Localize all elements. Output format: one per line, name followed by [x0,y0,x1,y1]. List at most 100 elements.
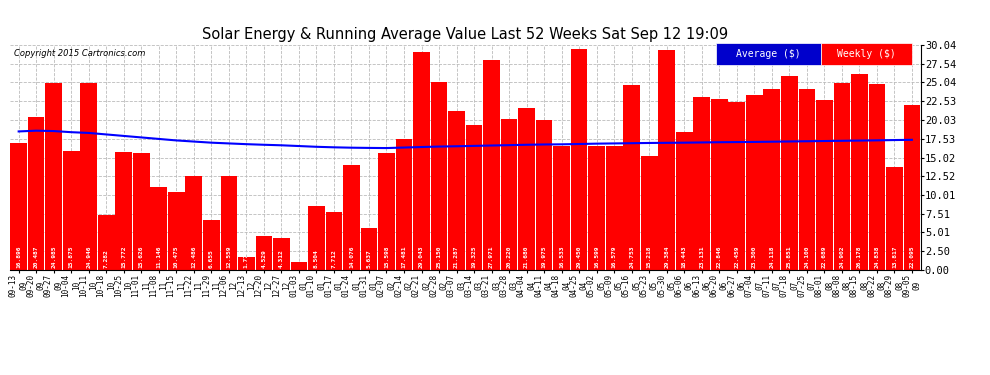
Bar [63,151,79,270]
Bar [536,120,552,270]
Bar [203,220,220,270]
Text: 24.753: 24.753 [630,245,635,268]
Title: Solar Energy & Running Average Value Last 52 Weeks Sat Sep 12 19:09: Solar Energy & Running Average Value Las… [202,27,729,42]
Text: 15.875: 15.875 [68,245,73,268]
Text: 11.146: 11.146 [156,245,161,268]
Bar [641,156,657,270]
Text: 10.475: 10.475 [174,245,179,268]
Text: 15.218: 15.218 [646,245,651,268]
Bar [98,216,115,270]
Bar [483,60,500,270]
Text: 29.450: 29.450 [576,245,582,268]
Bar [133,153,149,270]
Text: Average ($): Average ($) [736,49,801,59]
Text: 16.599: 16.599 [594,245,599,268]
Bar [658,50,675,270]
Text: 8.504: 8.504 [314,249,319,268]
Bar [781,76,798,270]
Bar [904,105,921,270]
Text: 22.689: 22.689 [822,245,827,268]
Bar [273,238,290,270]
Text: 23.300: 23.300 [751,245,756,268]
Text: 5.637: 5.637 [366,249,371,268]
Text: 17.481: 17.481 [402,245,407,268]
Bar [80,83,97,270]
Text: Copyright 2015 Cartronics.com: Copyright 2015 Cartronics.com [15,50,146,58]
Bar [763,89,780,270]
Text: 22.846: 22.846 [717,245,722,268]
Text: 25.851: 25.851 [787,245,792,268]
Text: 29.384: 29.384 [664,245,669,268]
Text: 13.817: 13.817 [892,245,897,268]
Text: 21.287: 21.287 [454,245,459,268]
Text: 21.680: 21.680 [524,245,529,268]
Bar [868,84,885,270]
Bar [413,53,430,270]
Text: 12.486: 12.486 [191,245,196,268]
Bar [378,153,395,270]
Bar [308,206,325,270]
Bar [816,100,833,270]
Text: 20.487: 20.487 [34,245,39,268]
Bar [729,102,745,270]
Text: 7.712: 7.712 [332,249,337,268]
Bar [344,165,359,270]
Bar [431,82,447,270]
Bar [291,262,307,270]
Bar [851,74,867,270]
Bar [501,118,518,270]
Text: 19.975: 19.975 [542,245,546,268]
Text: 14.076: 14.076 [348,245,354,268]
Bar [676,132,693,270]
Bar [360,228,377,270]
Bar [693,97,710,270]
Text: 24.118: 24.118 [769,245,774,268]
Bar [553,146,570,270]
Bar [588,146,605,270]
Bar [799,90,815,270]
Text: 6.655: 6.655 [209,249,214,268]
Bar [116,152,132,270]
Text: 4.529: 4.529 [261,249,266,268]
Text: 20.220: 20.220 [507,245,512,268]
Bar [396,139,412,270]
Text: 16.533: 16.533 [559,245,564,268]
Text: 16.579: 16.579 [612,245,617,268]
Text: 15.598: 15.598 [384,245,389,268]
Text: 15.626: 15.626 [139,245,144,268]
Bar [834,84,850,270]
Bar [46,83,62,270]
Text: 22.459: 22.459 [735,245,740,268]
Text: 1.773: 1.773 [244,249,248,268]
Text: 7.282: 7.282 [104,249,109,268]
Text: 25.150: 25.150 [437,245,442,268]
Bar [10,144,27,270]
FancyBboxPatch shape [821,43,912,65]
Text: 29.043: 29.043 [419,245,424,268]
Text: 12.559: 12.559 [227,245,232,268]
Bar [746,96,762,270]
Bar [624,85,640,270]
FancyBboxPatch shape [716,43,821,65]
Text: 24.985: 24.985 [51,245,56,268]
Bar [465,125,482,270]
Text: 22.095: 22.095 [910,245,915,268]
Text: 19.325: 19.325 [471,245,476,268]
Bar [221,176,238,270]
Bar [168,192,184,270]
Text: 24.946: 24.946 [86,245,91,268]
Bar [711,99,728,270]
Bar [519,108,535,270]
Bar [326,212,343,270]
Text: 24.100: 24.100 [804,245,810,268]
Text: 26.178: 26.178 [857,245,862,268]
Bar [606,146,623,270]
Text: 23.131: 23.131 [699,245,704,268]
Text: 27.971: 27.971 [489,245,494,268]
Text: 18.443: 18.443 [682,245,687,268]
Text: Weekly ($): Weekly ($) [837,49,895,59]
Bar [238,257,254,270]
Text: 24.902: 24.902 [840,245,844,268]
Bar [886,166,903,270]
Text: 15.772: 15.772 [121,245,127,268]
